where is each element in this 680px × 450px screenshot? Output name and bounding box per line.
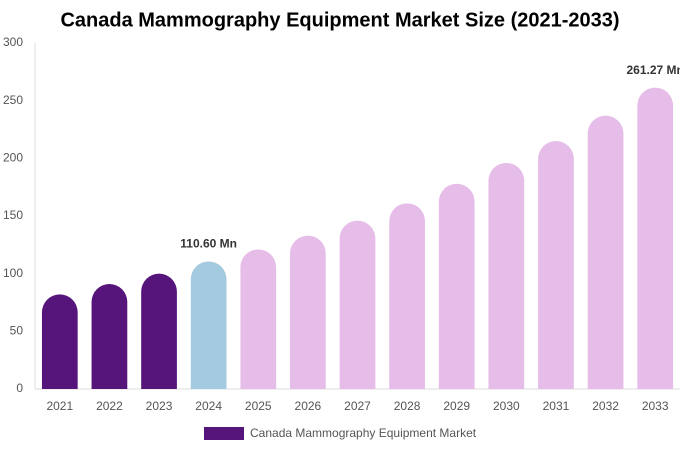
x-tick-label: 2022 (96, 399, 123, 413)
bar (538, 141, 574, 389)
x-tick-label: 2025 (245, 399, 272, 413)
bar (389, 203, 425, 389)
bar (488, 162, 525, 389)
x-tick-label: 2021 (46, 399, 73, 413)
y-tick-label: 200 (3, 151, 23, 165)
x-tick-label: 2026 (295, 399, 322, 413)
y-tick-label: 50 (10, 324, 24, 338)
x-tick-label: 2030 (493, 399, 520, 413)
x-tick-label: 2028 (394, 399, 421, 413)
x-tick-label: 2027 (344, 399, 371, 413)
bar (587, 115, 624, 389)
bar (240, 249, 277, 389)
y-tick-label: 0 (16, 381, 23, 395)
bar (290, 235, 326, 389)
x-tick-label: 2032 (592, 399, 619, 413)
bar (190, 261, 227, 389)
bar (91, 284, 128, 389)
y-tick-label: 150 (3, 208, 23, 222)
x-tick-label: 2023 (146, 399, 173, 413)
data-label: 261.27 Mn (627, 63, 680, 77)
bar (438, 183, 475, 389)
legend-label: Canada Mammography Equipment Market (250, 426, 477, 440)
y-tick-label: 100 (3, 266, 23, 280)
x-tick-label: 2031 (543, 399, 570, 413)
y-tick-label: 250 (3, 93, 23, 107)
x-tick-label: 2024 (195, 399, 222, 413)
x-tick-label: 2033 (642, 399, 669, 413)
y-tick-label: 300 (3, 35, 23, 49)
data-label: 110.60 Mn (180, 237, 237, 251)
legend-swatch (204, 427, 244, 440)
bar (41, 294, 78, 389)
bar (637, 87, 674, 390)
chart-title: Canada Mammography Equipment Market Size… (60, 9, 619, 31)
bar (141, 273, 177, 389)
bar (339, 220, 376, 389)
x-tick-label: 2029 (443, 399, 470, 413)
